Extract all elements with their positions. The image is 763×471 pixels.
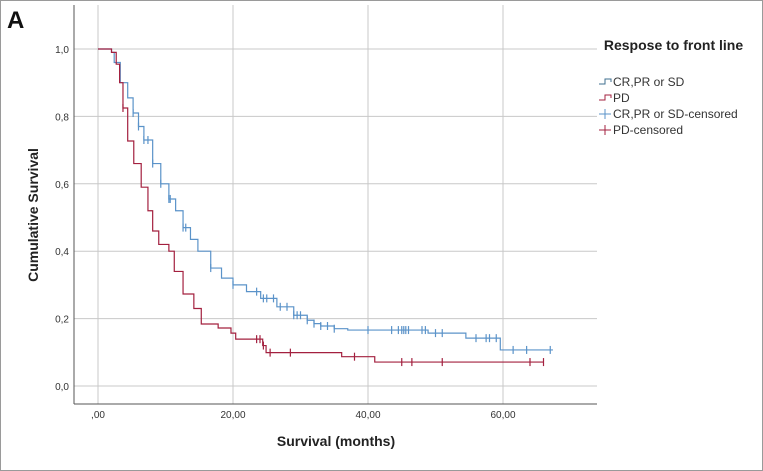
legend-entry: CR,PR or SD-censored bbox=[613, 107, 738, 121]
x-axis-label: Survival (months) bbox=[276, 433, 396, 449]
survival-curve-cr-pr-sd bbox=[98, 48, 553, 351]
legend-entry: PD-censored bbox=[613, 123, 684, 137]
y-tick-label: 0,4 bbox=[55, 247, 69, 258]
survival-curve-pd bbox=[98, 48, 544, 363]
y-tick-label: 0,2 bbox=[55, 315, 69, 326]
panel-label: A bbox=[7, 7, 25, 34]
x-tick-label: 20,00 bbox=[220, 410, 245, 421]
x-tick-label: 40,00 bbox=[355, 410, 380, 421]
x-tick-label: 60,00 bbox=[490, 410, 515, 421]
legend-entry: PD bbox=[613, 91, 630, 105]
y-tick-label: 1,0 bbox=[55, 45, 69, 56]
y-axis-label: Cumulative Survival bbox=[25, 148, 41, 282]
x-tick-label: ,00 bbox=[91, 410, 105, 421]
legend-line-icon bbox=[599, 78, 612, 85]
legend-title: Respose to front line bbox=[603, 37, 744, 53]
y-tick-label: 0,6 bbox=[55, 180, 69, 191]
legend-entry: CR,PR or SD bbox=[613, 75, 685, 89]
y-tick-label: 0,0 bbox=[55, 382, 69, 393]
legend-line-icon bbox=[599, 94, 612, 101]
y-tick-label: 0,8 bbox=[55, 112, 69, 123]
